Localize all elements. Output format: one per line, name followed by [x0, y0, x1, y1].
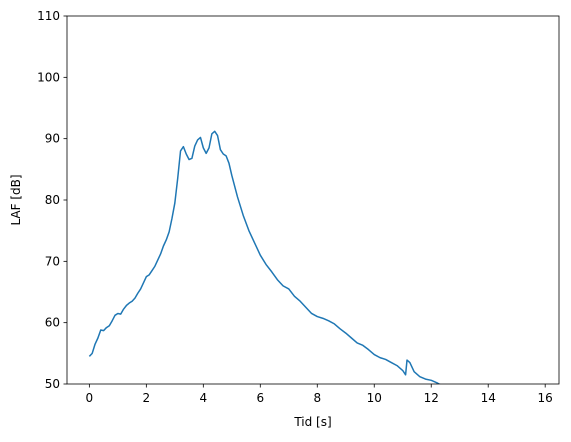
- x-tick-label: 10: [367, 391, 382, 405]
- x-tick-label: 4: [199, 391, 207, 405]
- y-tick-label: 60: [45, 316, 60, 330]
- x-tick-label: 8: [313, 391, 321, 405]
- x-tick-label: 6: [256, 391, 264, 405]
- y-axis-label: LAF [dB]: [9, 174, 23, 225]
- x-axis-label: Tid [s]: [293, 415, 331, 429]
- y-tick-label: 90: [45, 132, 60, 146]
- x-tick-label: 0: [86, 391, 94, 405]
- y-tick-label: 50: [45, 377, 60, 391]
- x-tick-label: 2: [143, 391, 151, 405]
- x-tick-label: 16: [538, 391, 553, 405]
- y-tick-label: 100: [37, 70, 60, 84]
- x-tick-label: 14: [481, 391, 496, 405]
- plot-area: [88, 130, 441, 384]
- y-tick-label: 70: [45, 254, 60, 268]
- y-tick-label: 110: [37, 9, 60, 23]
- x-tick-label: 12: [424, 391, 439, 405]
- data-line: [88, 130, 441, 384]
- y-tick-label: 80: [45, 193, 60, 207]
